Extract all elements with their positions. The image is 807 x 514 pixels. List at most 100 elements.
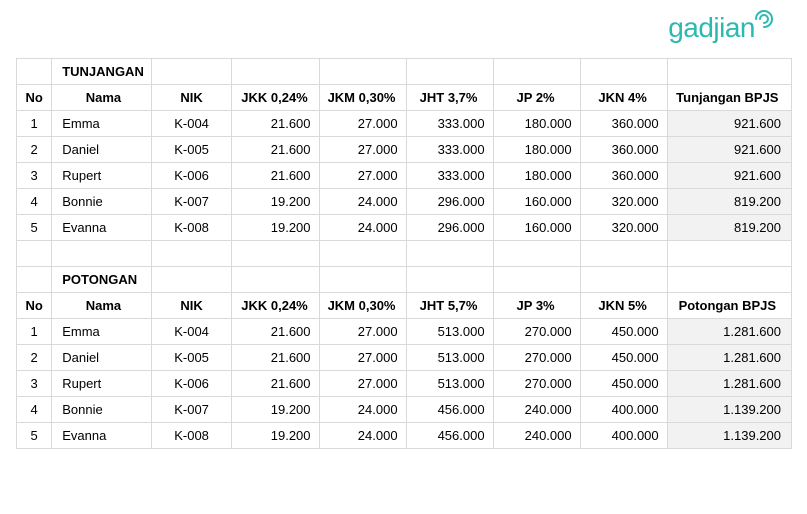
cell-jkm: 24.000 xyxy=(319,215,406,241)
cell-jkn: 360.000 xyxy=(580,111,667,137)
section-title-row: TUNJANGAN xyxy=(17,59,792,85)
cell-nama: Bonnie xyxy=(52,189,151,215)
brand-swirl-icon xyxy=(753,4,775,36)
cell-nik: K-004 xyxy=(151,111,232,137)
cell-jkn: 400.000 xyxy=(580,397,667,423)
cell-jkm: 27.000 xyxy=(319,319,406,345)
cell-nama: Daniel xyxy=(52,345,151,371)
cell-nama: Emma xyxy=(52,319,151,345)
cell-jkk: 21.600 xyxy=(232,111,319,137)
cell-jkn: 450.000 xyxy=(580,371,667,397)
cell-jkn: 360.000 xyxy=(580,137,667,163)
blank-cell xyxy=(17,267,52,293)
table-row: 2DanielK-00521.60027.000513.000270.00045… xyxy=(17,345,792,371)
cell-total: 921.600 xyxy=(667,163,791,189)
cell-nik: K-008 xyxy=(151,423,232,449)
cell-no: 3 xyxy=(17,371,52,397)
cell-nama: Evanna xyxy=(52,215,151,241)
col-header: NIK xyxy=(151,293,232,319)
cell-jht: 513.000 xyxy=(406,319,493,345)
blank-cell xyxy=(232,59,319,85)
header-row: No Nama NIK JKK 0,24% JKM 0,30% JHT 3,7%… xyxy=(17,85,792,111)
cell-total: 1.281.600 xyxy=(667,319,791,345)
cell-jht: 513.000 xyxy=(406,371,493,397)
blank-cell xyxy=(667,59,791,85)
cell-nama: Rupert xyxy=(52,371,151,397)
section-title: TUNJANGAN xyxy=(52,59,151,85)
cell-jkm: 24.000 xyxy=(319,189,406,215)
col-header: NIK xyxy=(151,85,232,111)
table-row: 1EmmaK-00421.60027.000513.000270.000450.… xyxy=(17,319,792,345)
cell-total: 819.200 xyxy=(667,215,791,241)
table-row: 5EvannaK-00819.20024.000296.000160.00032… xyxy=(17,215,792,241)
blank-cell xyxy=(151,267,232,293)
cell-nik: K-005 xyxy=(151,345,232,371)
cell-jp: 180.000 xyxy=(493,163,580,189)
cell-jht: 333.000 xyxy=(406,137,493,163)
cell-no: 1 xyxy=(17,319,52,345)
cell-jkk: 21.600 xyxy=(232,345,319,371)
cell-nama: Daniel xyxy=(52,137,151,163)
cell-jkn: 360.000 xyxy=(580,163,667,189)
cell-jht: 296.000 xyxy=(406,189,493,215)
blank-cell xyxy=(580,59,667,85)
table-row: 3RupertK-00621.60027.000333.000180.00036… xyxy=(17,163,792,189)
cell-jkk: 19.200 xyxy=(232,423,319,449)
cell-jkm: 27.000 xyxy=(319,345,406,371)
cell-total: 1.139.200 xyxy=(667,397,791,423)
col-header: JP 3% xyxy=(493,293,580,319)
cell-jkn: 320.000 xyxy=(580,215,667,241)
cell-jp: 240.000 xyxy=(493,397,580,423)
cell-jkn: 320.000 xyxy=(580,189,667,215)
section-title: POTONGAN xyxy=(52,267,151,293)
blank-cell xyxy=(232,267,319,293)
cell-no: 5 xyxy=(17,215,52,241)
cell-jkn: 400.000 xyxy=(580,423,667,449)
col-header: JKM 0,30% xyxy=(319,85,406,111)
table-row: 5EvannaK-00819.20024.000456.000240.00040… xyxy=(17,423,792,449)
table-row: 4BonnieK-00719.20024.000456.000240.00040… xyxy=(17,397,792,423)
cell-jp: 270.000 xyxy=(493,345,580,371)
cell-jkk: 19.200 xyxy=(232,397,319,423)
cell-nik: K-007 xyxy=(151,189,232,215)
col-header: JP 2% xyxy=(493,85,580,111)
cell-jp: 160.000 xyxy=(493,189,580,215)
col-header: JKN 5% xyxy=(580,293,667,319)
cell-nik: K-004 xyxy=(151,319,232,345)
cell-jp: 180.000 xyxy=(493,111,580,137)
tables-container: TUNJANGAN No Nama NIK JKK 0,24% JKM 0,30… xyxy=(16,58,792,449)
cell-jht: 333.000 xyxy=(406,111,493,137)
blank-cell xyxy=(406,59,493,85)
cell-total: 1.281.600 xyxy=(667,371,791,397)
blank-row xyxy=(17,241,792,267)
cell-nama: Emma xyxy=(52,111,151,137)
cell-jp: 180.000 xyxy=(493,137,580,163)
cell-jht: 513.000 xyxy=(406,345,493,371)
cell-nik: K-007 xyxy=(151,397,232,423)
cell-jkk: 21.600 xyxy=(232,137,319,163)
cell-nik: K-005 xyxy=(151,137,232,163)
cell-no: 5 xyxy=(17,423,52,449)
cell-jht: 456.000 xyxy=(406,397,493,423)
cell-total: 921.600 xyxy=(667,137,791,163)
cell-jkk: 21.600 xyxy=(232,163,319,189)
cell-no: 1 xyxy=(17,111,52,137)
cell-jht: 456.000 xyxy=(406,423,493,449)
blank-cell xyxy=(493,59,580,85)
cell-jht: 296.000 xyxy=(406,215,493,241)
cell-no: 2 xyxy=(17,345,52,371)
table-row: 3RupertK-00621.60027.000513.000270.00045… xyxy=(17,371,792,397)
cell-jkm: 27.000 xyxy=(319,111,406,137)
blank-cell xyxy=(151,59,232,85)
col-header: JHT 5,7% xyxy=(406,293,493,319)
cell-jp: 160.000 xyxy=(493,215,580,241)
cell-nik: K-008 xyxy=(151,215,232,241)
cell-total: 819.200 xyxy=(667,189,791,215)
blank-cell xyxy=(17,59,52,85)
cell-nama: Bonnie xyxy=(52,397,151,423)
cell-nik: K-006 xyxy=(151,371,232,397)
cell-total: 921.600 xyxy=(667,111,791,137)
cell-jp: 270.000 xyxy=(493,371,580,397)
cell-nik: K-006 xyxy=(151,163,232,189)
col-header: Tunjangan BPJS xyxy=(667,85,791,111)
